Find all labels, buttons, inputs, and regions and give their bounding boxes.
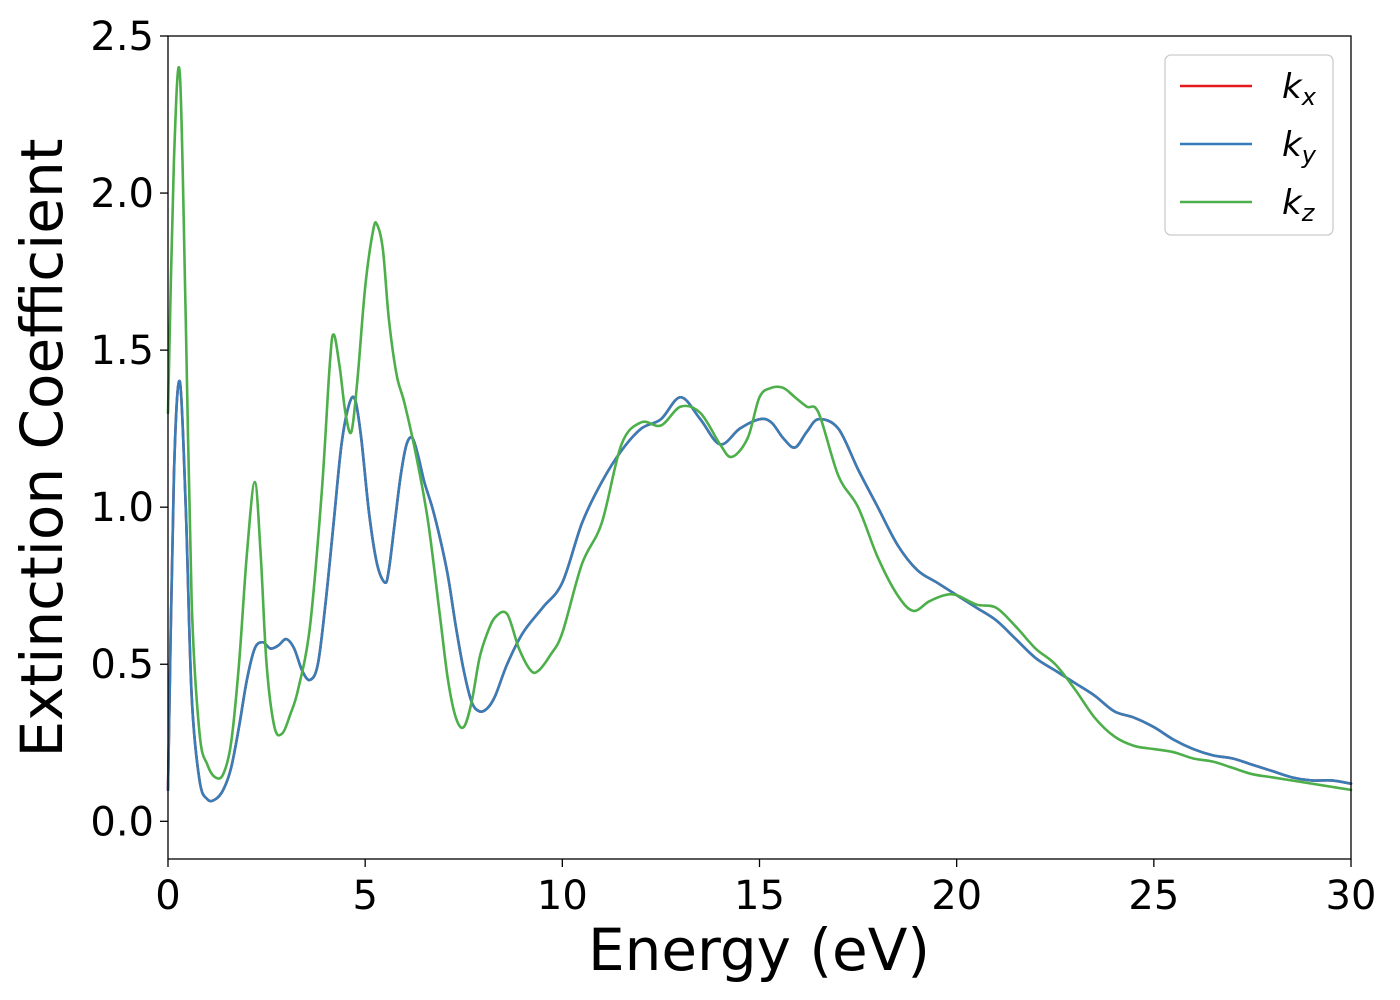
x-tick-label: 0 xyxy=(155,873,180,919)
x-tick-label: 25 xyxy=(1128,873,1179,919)
legend-label-k-z: kz xyxy=(1282,183,1316,227)
x-tick-label: 5 xyxy=(352,873,377,919)
x-axis-title: Energy (eV) xyxy=(588,916,930,984)
legend: kx ky kz xyxy=(1164,54,1334,236)
y-axis-title: Extinction Coefficient xyxy=(8,139,76,758)
y-tick-label: 1.5 xyxy=(90,328,154,374)
y-axis-ticks: 0.0 0.5 1.0 1.5 2.0 2.5 xyxy=(90,14,168,845)
x-tick-label: 15 xyxy=(734,873,785,919)
legend-label-k-x: kx xyxy=(1282,67,1317,111)
y-tick-label: 2.0 xyxy=(90,171,154,217)
y-tick-label: 0.0 xyxy=(90,799,154,845)
series-layer xyxy=(166,65,1353,803)
x-tick-label: 10 xyxy=(537,873,588,919)
x-tick-label: 20 xyxy=(931,873,982,919)
y-tick-label: 0.5 xyxy=(90,642,154,688)
plot-background xyxy=(168,36,1351,859)
series-line-k-y xyxy=(166,379,1353,803)
series-line-k-z xyxy=(166,65,1353,792)
y-tick-label: 1.0 xyxy=(90,485,154,531)
x-tick-label: 30 xyxy=(1326,873,1377,919)
x-axis-ticks: 0 5 10 15 20 25 30 xyxy=(155,859,1376,919)
legend-label-k-y: ky xyxy=(1282,125,1317,169)
y-tick-label: 2.5 xyxy=(90,14,154,60)
